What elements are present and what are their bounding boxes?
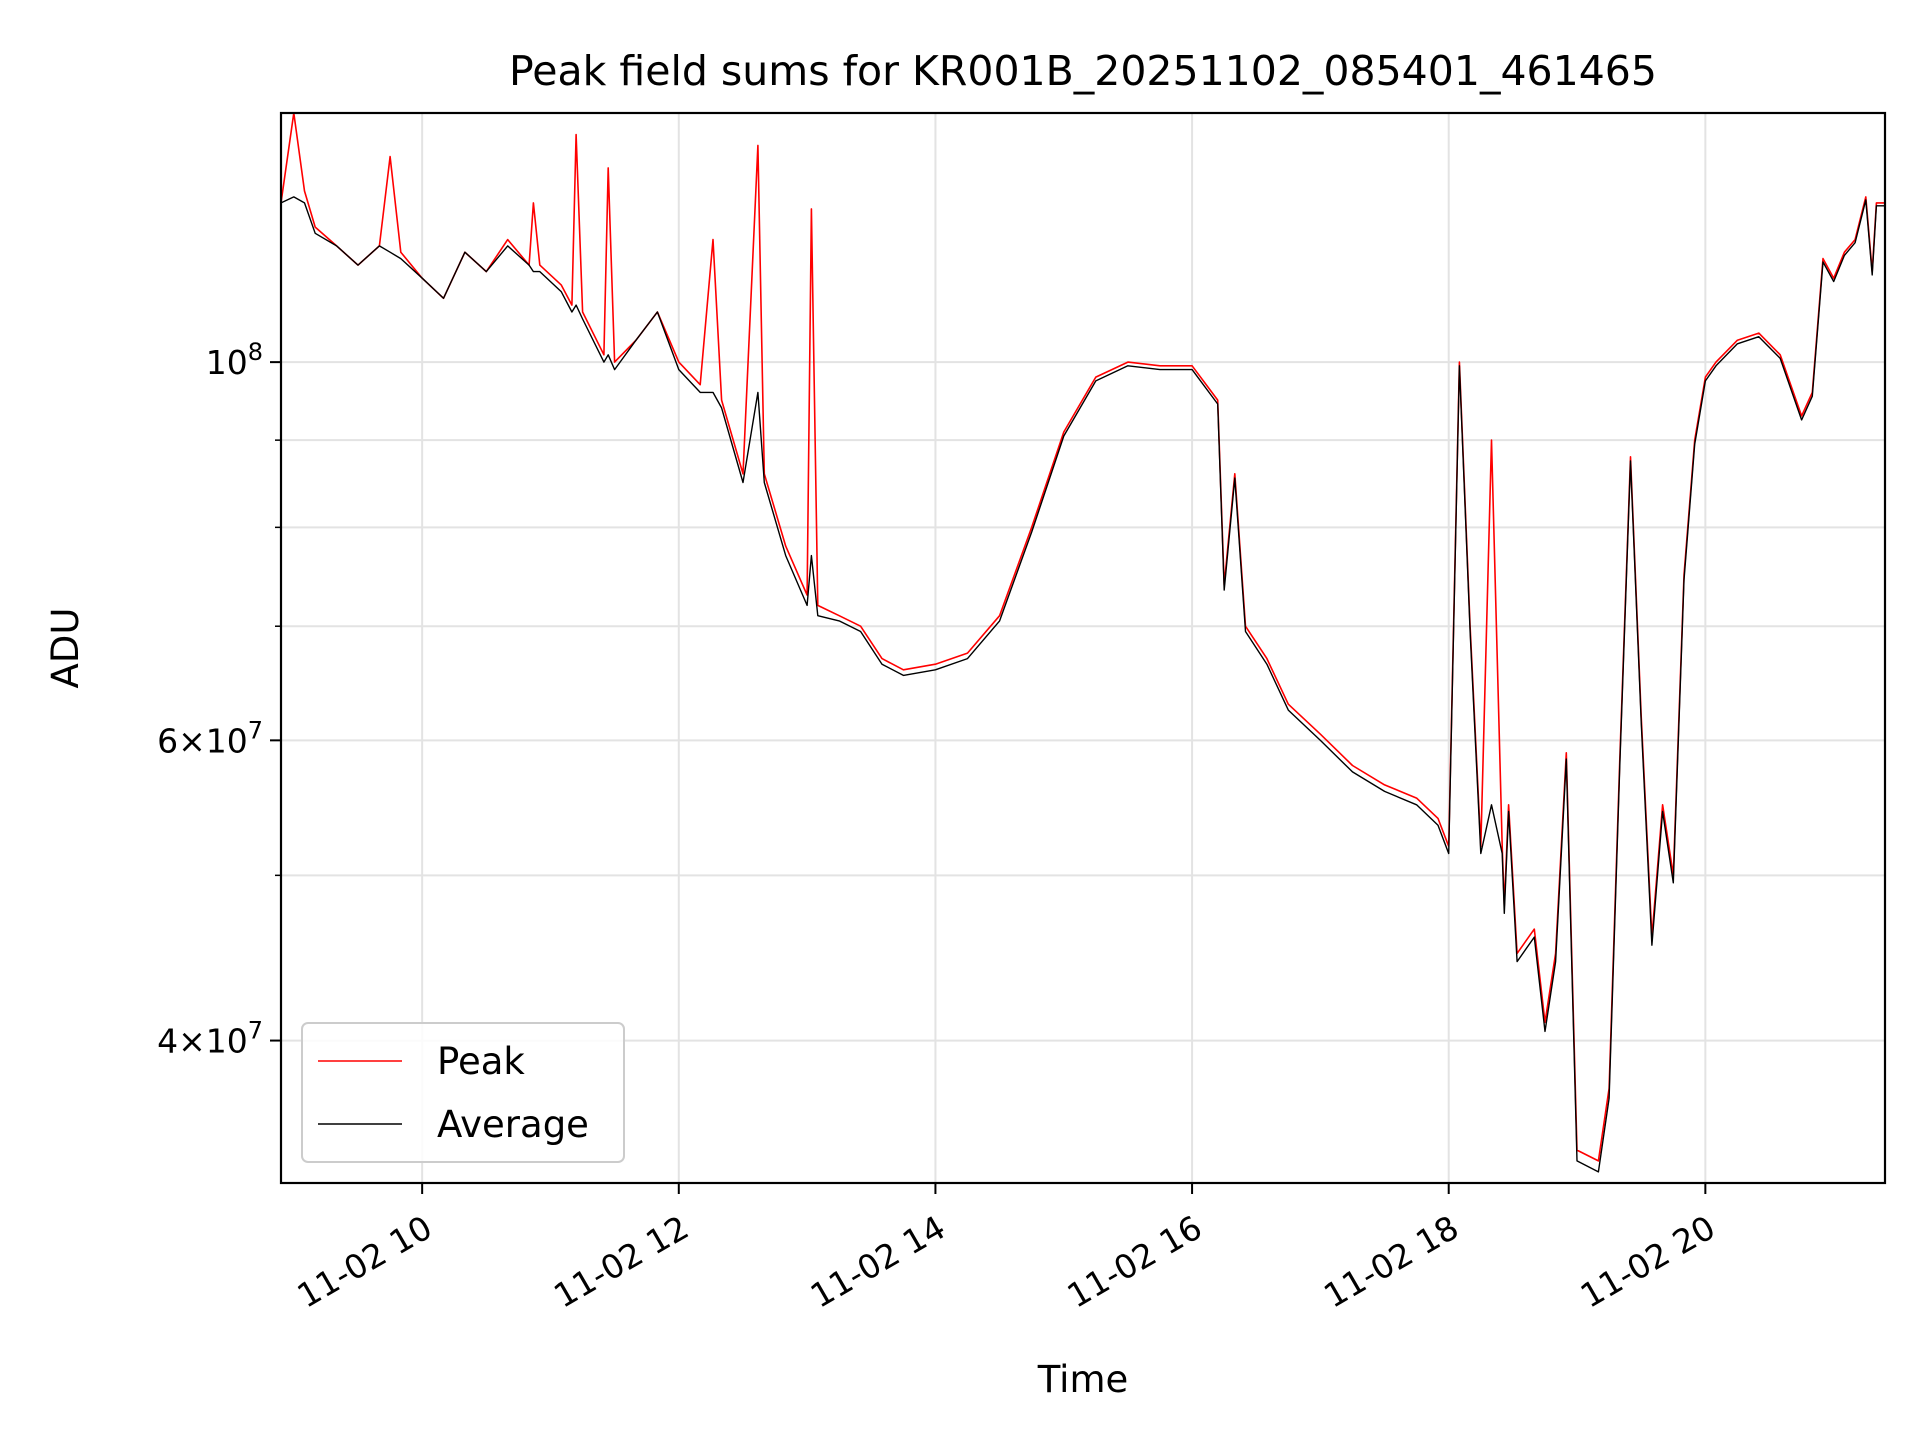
y-axis-label: ADU: [44, 608, 87, 689]
series-line-average: [281, 196, 1885, 1173]
legend-label-peak: Peak: [437, 1040, 525, 1083]
series-lines: [281, 113, 1885, 1173]
grid: [281, 113, 1885, 1183]
y-tick-label: 108: [206, 338, 263, 382]
plot-frame: [279, 111, 1887, 1185]
chart-title: Peak field sums for KR001B_20251102_0854…: [509, 47, 1657, 95]
legend: Peak Average: [301, 1022, 625, 1163]
x-axis-label: Time: [1037, 1358, 1129, 1401]
legend-label-average: Average: [437, 1103, 589, 1146]
y-tick-label: 4×107: [157, 1017, 263, 1061]
legend-box: [301, 1022, 625, 1163]
y-tick-label: 6×107: [157, 716, 263, 760]
